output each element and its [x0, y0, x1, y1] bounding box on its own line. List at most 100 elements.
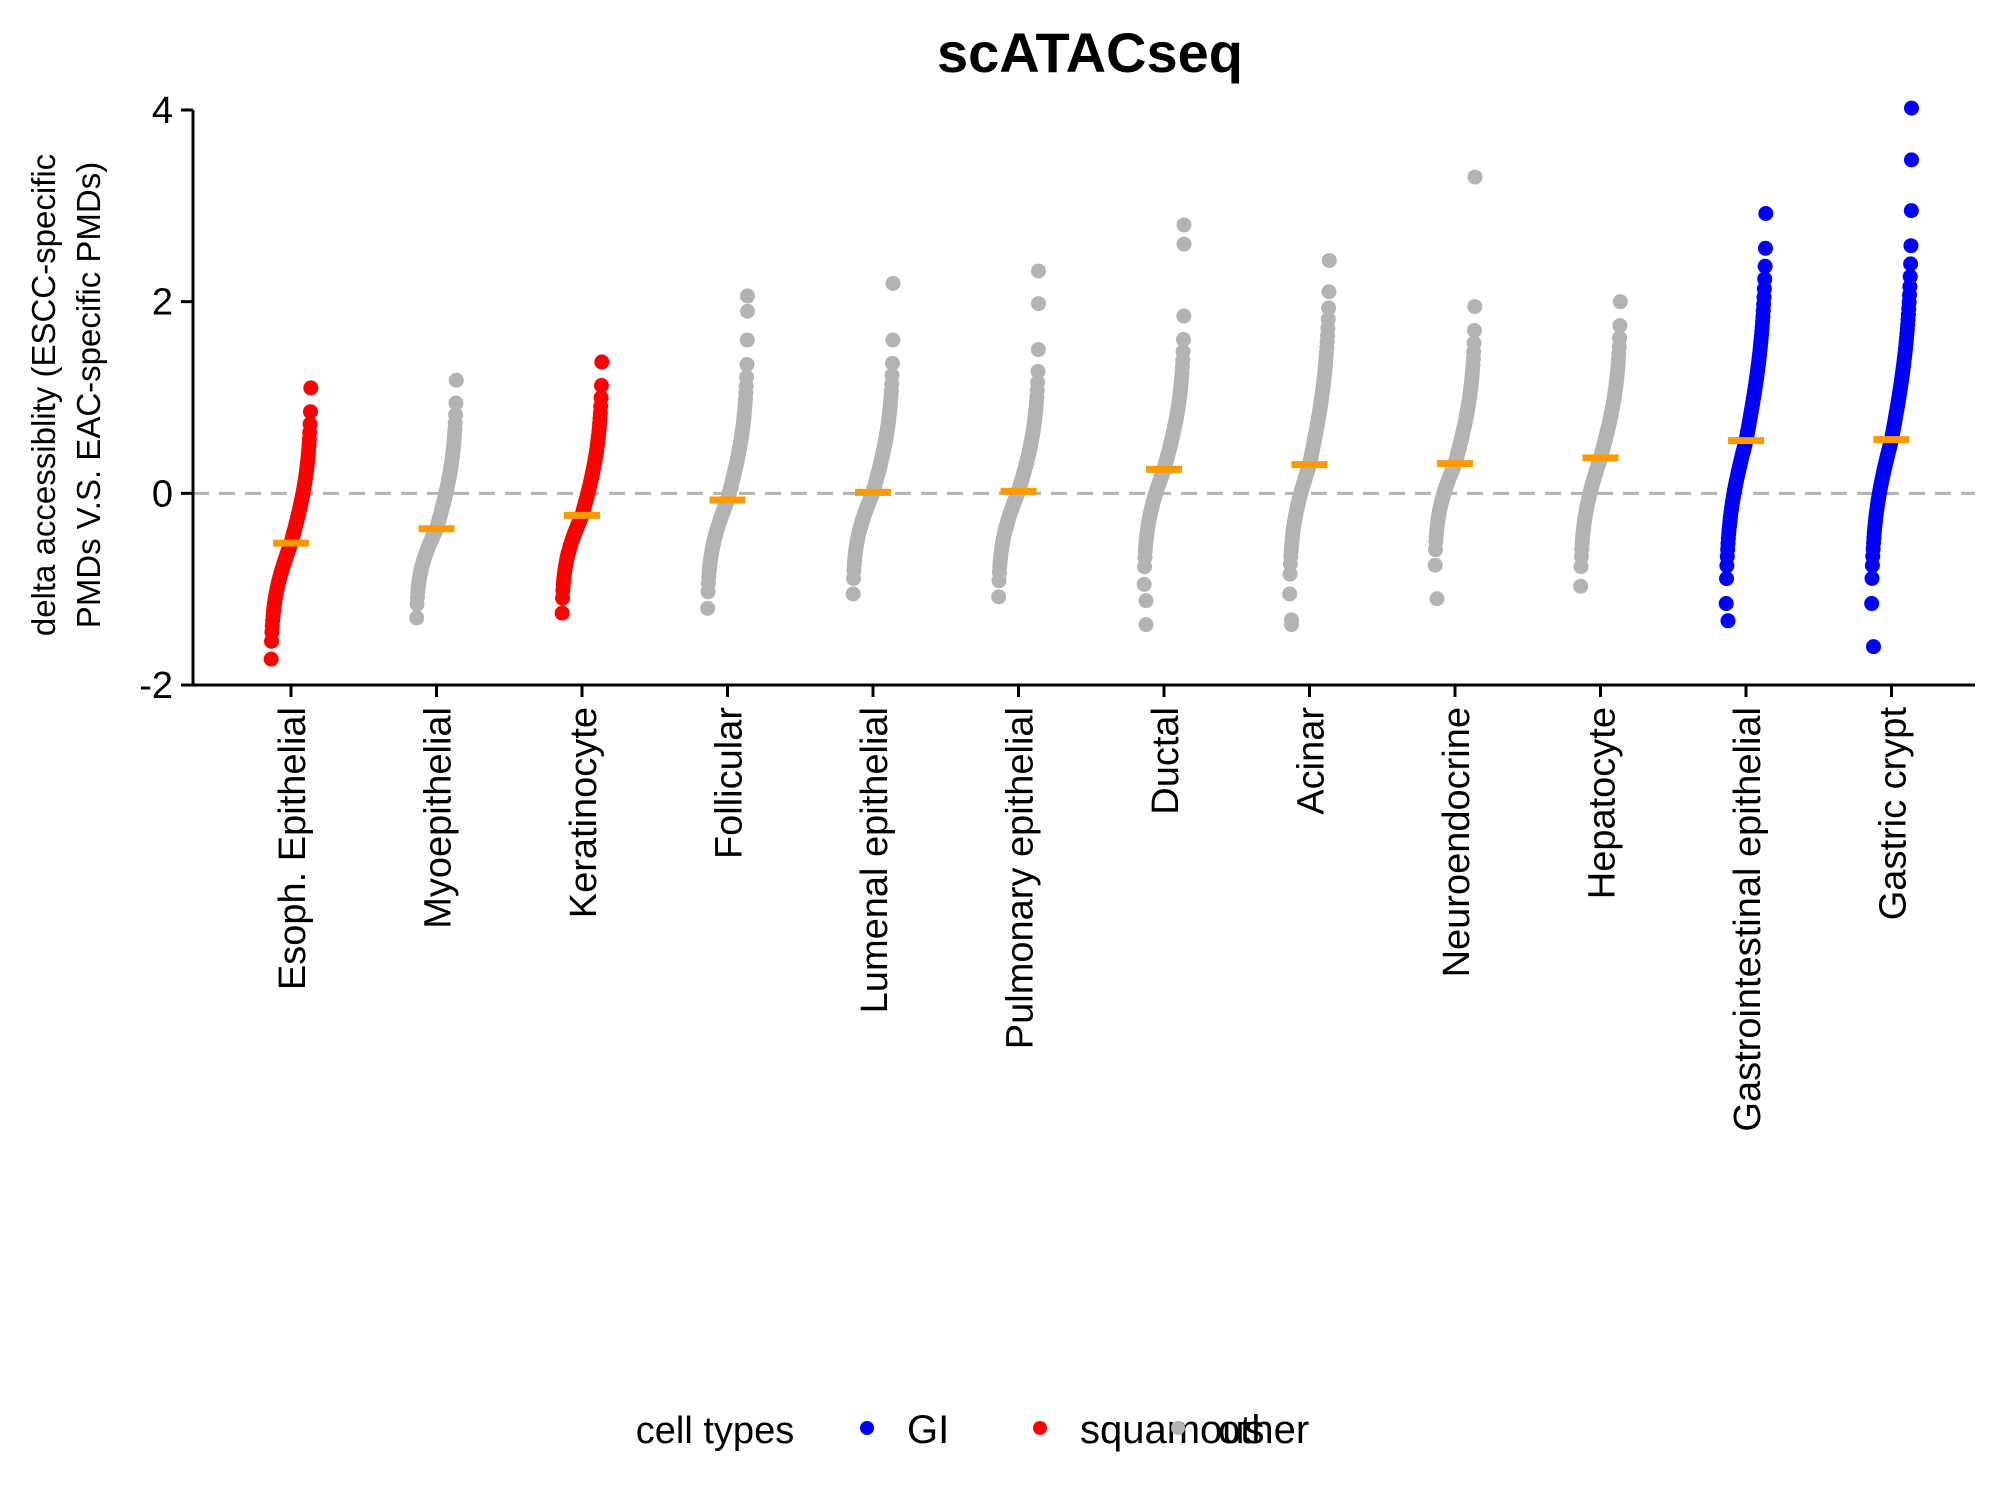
point-group-keratinocyte [554, 354, 610, 621]
x-tick-label: Ductal [1145, 707, 1187, 815]
x-tick-label: Keratinocyte [563, 707, 605, 918]
data-point [1321, 284, 1337, 300]
data-point [1320, 311, 1336, 327]
data-point [1030, 342, 1046, 358]
data-point [1466, 323, 1482, 339]
data-point [1612, 294, 1628, 310]
point-group-hepatocyte [1573, 294, 1628, 594]
outlier-point [1866, 639, 1881, 655]
point-group-lumenal-epithelial [845, 275, 901, 602]
x-tick-label: Myoepithelial [418, 707, 460, 929]
outlier-point [885, 275, 901, 291]
legend-entry-gi: GI [860, 1408, 949, 1452]
data-point [700, 600, 716, 616]
data-point [1757, 240, 1773, 256]
point-group-pulmonary-epithelial [991, 263, 1046, 605]
data-point [448, 372, 464, 388]
point-group-acinar [1282, 252, 1337, 633]
legend: cell types GIsquamousother [636, 1408, 1309, 1452]
data-point [1903, 238, 1919, 254]
point-group-ductal [1136, 217, 1192, 633]
x-tick-label: Neuroendocrine [1436, 707, 1478, 977]
data-point [448, 395, 464, 411]
data-point [593, 390, 609, 406]
data-point [303, 380, 319, 396]
legend-swatch [1171, 1421, 1185, 1435]
outlier-point [1904, 152, 1919, 168]
data-point [884, 355, 900, 371]
data-point [885, 332, 901, 348]
y-axis-ticks: -2 0 2 4 [139, 90, 193, 707]
data-point [1136, 576, 1152, 592]
legend-label: other [1218, 1408, 1309, 1452]
x-axis-ticks: Esoph. Epithelial Myoepithelial Keratinocy… [272, 685, 1915, 1132]
y-tick-label: 2 [152, 282, 173, 324]
x-tick-label: Follicular [709, 707, 751, 859]
legend-title: cell types [636, 1410, 794, 1452]
data-point [1321, 300, 1337, 316]
point-group-follicular [700, 288, 755, 616]
points-layer [263, 100, 1919, 667]
x-tick-label: Esoph. Epithelial [272, 707, 314, 990]
point-group-gastrointestinal-epithelial [1718, 206, 1774, 629]
data-point [1864, 596, 1880, 612]
chart-title: scATACseq [937, 21, 1243, 84]
x-tick-label: Acinar [1291, 707, 1333, 815]
outlier-point [1467, 169, 1483, 185]
outlier-point [1176, 217, 1192, 233]
data-point [1467, 298, 1483, 314]
y-axis-label-line-1: delta accessiblity (ESCC-specific [25, 154, 62, 636]
outlier-point [1138, 617, 1154, 633]
data-point [1903, 256, 1919, 272]
outlier-point [740, 303, 755, 319]
point-group-neuroendocrine [1427, 169, 1483, 607]
axes [191, 110, 1975, 687]
data-point [1757, 271, 1773, 287]
data-point [739, 332, 755, 348]
data-point [739, 357, 755, 373]
legend-swatch [860, 1421, 874, 1435]
data-point [1719, 571, 1735, 587]
outlier-point [1284, 617, 1299, 633]
legend-entry-other: other [1171, 1408, 1309, 1452]
data-point [448, 407, 464, 423]
data-point [1718, 596, 1734, 612]
y-tick-label: 0 [152, 473, 173, 515]
point-group-myoepithelial [409, 372, 464, 626]
data-point [263, 651, 279, 667]
point-group-gastric-crypt [1864, 100, 1919, 655]
outlier-point [1031, 263, 1046, 279]
point-group-esoph-epithelial [263, 380, 319, 667]
y-axis-label: delta accessiblity (ESCC-specific PMDs V… [25, 154, 107, 636]
data-point [1176, 308, 1192, 324]
data-point [1030, 375, 1046, 391]
x-tick-label: Gastrointestinal epithelial [1727, 707, 1769, 1132]
outlier-point [740, 288, 755, 304]
data-point [739, 369, 755, 385]
data-point [409, 610, 425, 626]
median-layer [273, 436, 1910, 547]
data-point [1573, 578, 1589, 594]
data-point [1864, 570, 1880, 586]
data-point [1175, 332, 1191, 348]
data-point [302, 416, 318, 432]
y-axis-label-line-2: PMDs V.S. EAC-specific PMDs) [70, 162, 107, 628]
outlier-point [1904, 100, 1919, 116]
y-tick-label: 4 [152, 90, 173, 132]
data-point [594, 354, 610, 370]
x-tick-label: Lumenal epithelial [854, 707, 896, 1013]
data-point [302, 404, 318, 420]
data-point [1757, 258, 1773, 274]
data-point [1030, 363, 1046, 379]
data-point [884, 367, 900, 383]
legend-label: GI [907, 1408, 949, 1452]
data-point [991, 589, 1007, 605]
data-point [1321, 252, 1337, 268]
data-point [593, 378, 609, 394]
x-tick-label: Gastric crypt [1873, 707, 1915, 921]
data-point [1903, 203, 1919, 219]
outlier-point [1176, 236, 1192, 252]
data-point [1612, 318, 1628, 334]
x-tick-label: Pulmonary epithelial [1000, 707, 1042, 1049]
